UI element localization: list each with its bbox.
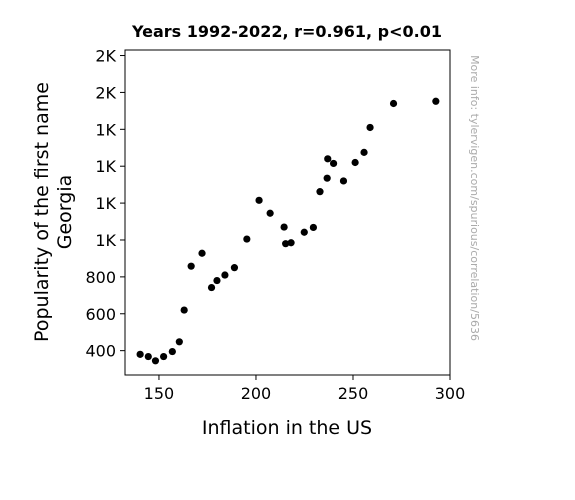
data-point-9 <box>198 249 206 257</box>
data-point-6 <box>175 338 183 346</box>
data-point-5 <box>168 347 176 356</box>
y-tick-label-2: 600 <box>85 305 116 324</box>
y-tick-label-4: 1K <box>95 231 116 250</box>
plot-area <box>136 97 440 365</box>
data-point-8 <box>187 262 195 270</box>
x-tick-label-4: 300 <box>435 384 466 403</box>
chart-title: Years 1992-2022, r=0.961, p<0.01 <box>131 22 442 41</box>
data-point-18 <box>280 223 288 231</box>
data-point-12 <box>221 271 229 279</box>
x-axis: 150 200 250 300 <box>144 375 466 403</box>
y-tick-label-9: 2K <box>95 47 116 66</box>
data-point-2 <box>144 352 152 361</box>
plot-frame <box>124 49 451 376</box>
data-point-24 <box>324 155 332 163</box>
data-point-21 <box>309 223 318 232</box>
y-axis-label-group: Popularity of the first name Georgia <box>31 82 76 342</box>
data-point-15 <box>255 196 263 204</box>
data-point-31 <box>432 97 440 105</box>
data-point-11 <box>213 276 221 285</box>
x-tick-label-1: 150 <box>144 384 175 403</box>
watermark: More info: tylervigen.com/spurious/corre… <box>468 55 481 341</box>
data-point-19 <box>287 239 295 247</box>
data-point-20 <box>300 228 308 236</box>
y-tick-label-7: 1K <box>95 120 116 139</box>
x-tick-label-2: 200 <box>241 384 272 403</box>
data-point-27 <box>351 158 359 167</box>
data-point-30 <box>389 99 398 108</box>
data-point-1 <box>136 350 144 358</box>
y-tick-label-6: 1K <box>95 157 116 176</box>
y-axis-label-line-2: Georgia <box>54 175 76 250</box>
data-point-17 <box>282 240 290 248</box>
data-point-22 <box>316 188 324 196</box>
data-point-29 <box>366 123 374 132</box>
y-tick-label-1: 400 <box>85 342 116 361</box>
data-point-3 <box>151 357 160 365</box>
y-axis-label-line-1: Popularity of the first name <box>31 82 53 342</box>
x-axis-label: Inflation in the US <box>202 417 372 439</box>
y-tick-label-3: 800 <box>85 268 116 287</box>
data-point-7 <box>180 306 188 314</box>
data-point-13 <box>230 264 239 272</box>
data-point-25 <box>329 159 338 168</box>
data-point-14 <box>243 235 251 243</box>
y-tick-label-8: 2K <box>95 83 116 102</box>
data-point-28 <box>360 148 368 156</box>
data-point-10 <box>207 283 216 292</box>
data-point-23 <box>323 174 331 182</box>
y-tick-label-5: 1K <box>95 194 116 213</box>
data-point-16 <box>266 209 274 217</box>
data-point-4 <box>160 352 168 361</box>
data-point-26 <box>339 177 348 185</box>
x-tick-label-3: 250 <box>338 384 369 403</box>
y-axis: 400 600 800 1K 1K 1K 1K 2K 2K <box>85 47 125 361</box>
